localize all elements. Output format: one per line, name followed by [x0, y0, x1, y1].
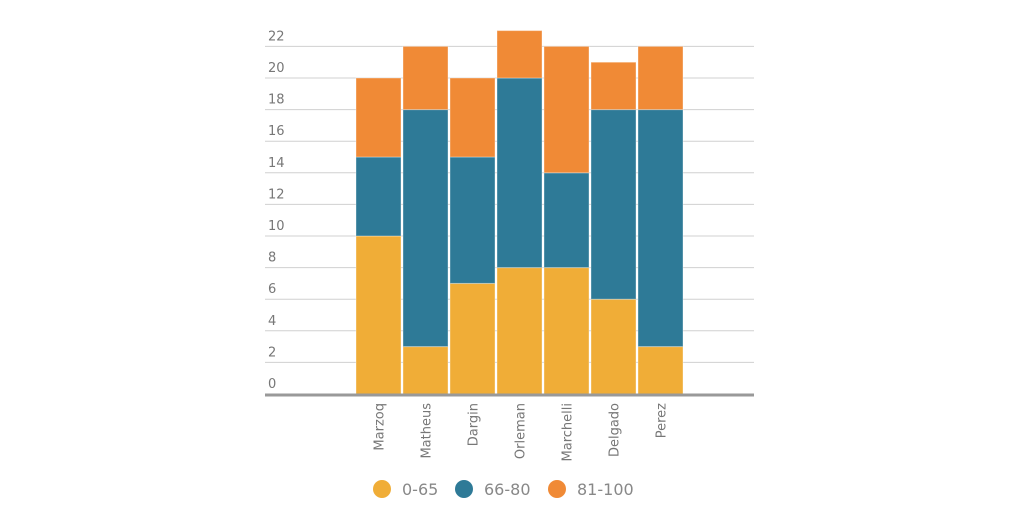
y-tick-label: 16 — [268, 124, 285, 139]
legend-item-0-65[interactable]: 0-65 — [373, 480, 438, 499]
y-tick-label: 8 — [268, 251, 276, 266]
legend-label: 66-80 — [484, 480, 531, 499]
y-tick-label: 10 — [268, 219, 285, 234]
bar-marchelli-81-100 — [543, 45, 590, 174]
x-tick-label: Perez — [655, 403, 670, 438]
bar-dargin-66-80 — [449, 156, 496, 284]
legend-item-81-100[interactable]: 81-100 — [548, 480, 634, 499]
bar-matheus-66-80 — [402, 109, 449, 348]
bar-marzoq-0-65 — [355, 235, 402, 395]
x-tick-label: Delgado — [608, 403, 623, 457]
legend-label: 81-100 — [577, 480, 634, 499]
legend-swatch — [455, 480, 473, 498]
y-tick-label: 4 — [268, 314, 276, 329]
x-tick-label: Marzoq — [373, 403, 388, 451]
y-tick-label: 20 — [268, 61, 285, 76]
x-tick-label: Orleman — [514, 403, 529, 459]
bar-orleman-81-100 — [496, 30, 543, 79]
y-tick-label: 14 — [268, 156, 285, 171]
legend-swatch — [548, 480, 566, 498]
bar-matheus-0-65 — [402, 346, 449, 395]
bar-perez-81-100 — [637, 45, 684, 111]
bar-dargin-81-100 — [449, 77, 496, 158]
bar-marchelli-66-80 — [543, 172, 590, 269]
legend: 0-65 66-80 81-100 — [373, 480, 634, 499]
bar-delgado-66-80 — [590, 109, 637, 300]
bar-orleman-0-65 — [496, 267, 543, 395]
legend-item-66-80[interactable]: 66-80 — [455, 480, 531, 499]
y-tick-label: 22 — [268, 29, 285, 44]
y-tick-label: 18 — [268, 93, 285, 108]
y-tick-label: 6 — [268, 282, 276, 297]
bar-delgado-81-100 — [590, 61, 637, 111]
bar-marchelli-0-65 — [543, 267, 590, 395]
y-tick-label: 0 — [268, 377, 276, 392]
bar-perez-66-80 — [637, 109, 684, 348]
x-tick-label: Dargin — [467, 403, 482, 446]
bar-marzoq-66-80 — [355, 156, 402, 237]
legend-label: 0-65 — [402, 480, 438, 499]
bars — [355, 30, 684, 395]
y-tick-label: 2 — [268, 345, 276, 360]
x-tick-label: Matheus — [420, 403, 435, 459]
bar-perez-0-65 — [637, 346, 684, 395]
x-tick-label: Marchelli — [561, 403, 576, 461]
y-tick-label: 12 — [268, 187, 285, 202]
bar-dargin-0-65 — [449, 282, 496, 395]
bar-delgado-0-65 — [590, 298, 637, 395]
bar-orleman-66-80 — [496, 77, 543, 269]
y-axis-ticks: 0 2 4 6 8 10 12 14 16 18 20 22 — [268, 29, 285, 392]
x-axis-labels: Marzoq Matheus Dargin Orleman Marchelli Delga… — [373, 403, 670, 462]
bar-marzoq-81-100 — [355, 77, 402, 158]
bar-matheus-81-100 — [402, 45, 449, 111]
legend-swatch — [373, 480, 391, 498]
